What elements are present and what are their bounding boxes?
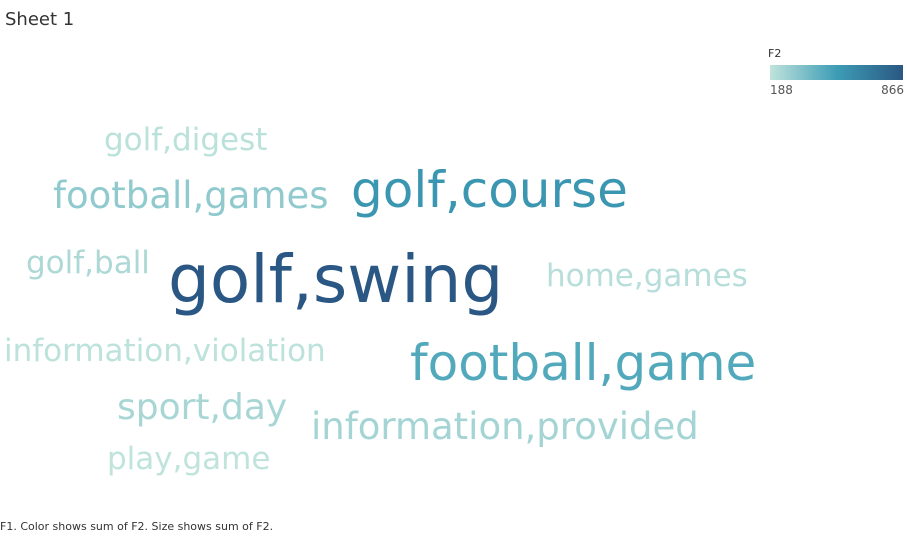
word-football-games[interactable]: football,games <box>53 174 329 217</box>
word-golf-digest[interactable]: golf,digest <box>104 122 268 158</box>
word-golf-swing[interactable]: golf,swing <box>168 241 504 318</box>
chart-caption: F1. Color shows sum of F2. Size shows su… <box>0 520 274 533</box>
legend-gradient-bar <box>770 65 903 80</box>
word-home-games[interactable]: home,games <box>546 258 748 294</box>
legend-title: F2 <box>768 47 782 60</box>
word-play-game[interactable]: play,game <box>107 441 271 477</box>
word-information-provided[interactable]: information,provided <box>311 405 699 448</box>
word-golf-ball[interactable]: golf,ball <box>26 245 150 281</box>
word-sport-day[interactable]: sport,day <box>117 387 288 428</box>
legend-min-label: 188 <box>770 83 793 97</box>
word-information-violation[interactable]: information,violation <box>4 333 326 369</box>
word-football-game[interactable]: football,game <box>410 334 757 392</box>
legend-max-label: 866 <box>881 83 904 97</box>
sheet-title: Sheet 1 <box>5 9 75 30</box>
word-golf-course[interactable]: golf,course <box>351 161 628 219</box>
color-legend: F2 188 866 <box>768 47 904 99</box>
